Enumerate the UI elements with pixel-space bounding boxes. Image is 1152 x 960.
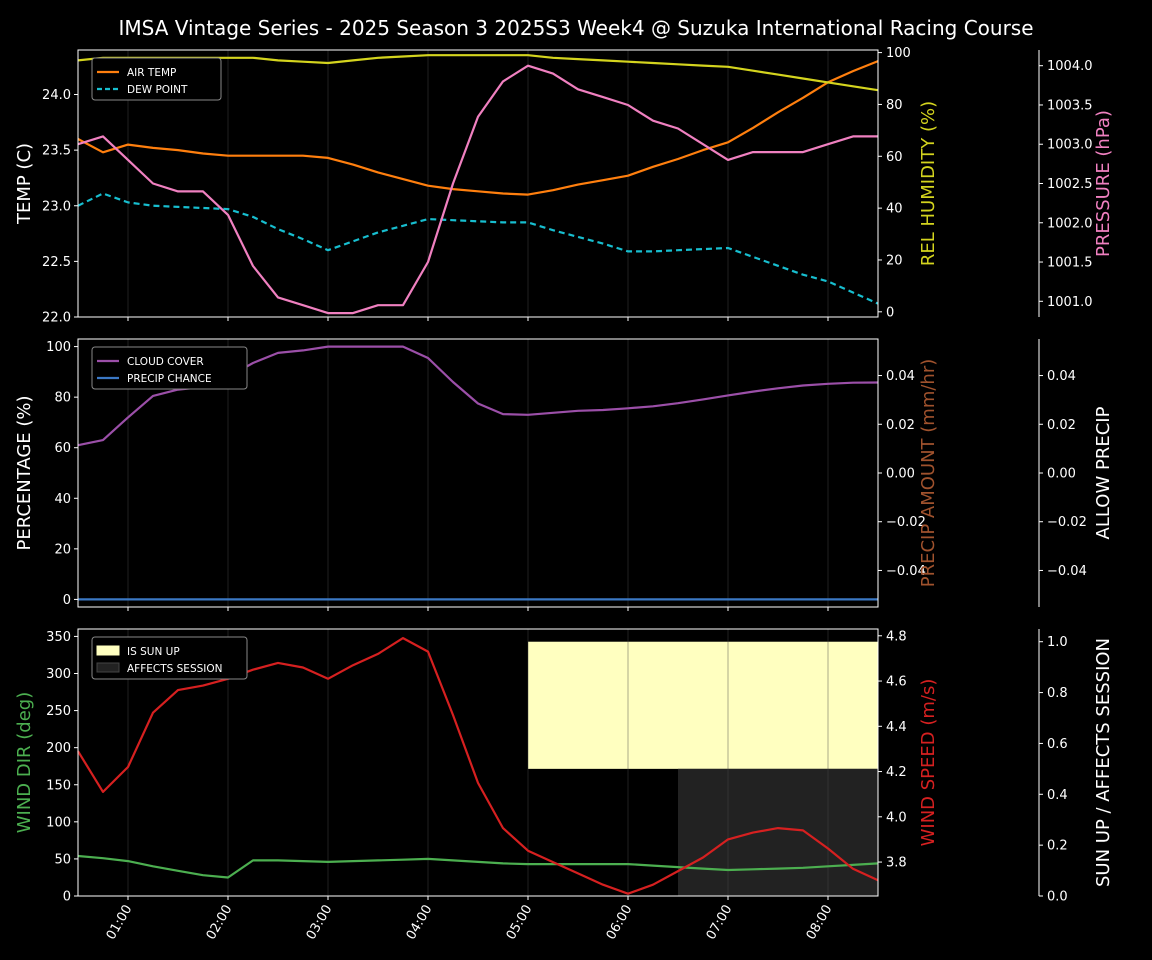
- far-right-tick-label: 0.2: [1047, 839, 1068, 854]
- right-tick-label: 0.04: [886, 369, 915, 384]
- right-axis-label: REL HUMIDITY (%): [918, 101, 939, 266]
- right-tick-label: 100: [886, 46, 911, 61]
- left-tick-label: 23.5: [42, 144, 71, 159]
- left-tick-label: 22.0: [42, 311, 71, 326]
- chart-title: IMSA Vintage Series - 2025 Season 3 2025…: [118, 16, 1033, 40]
- right-tick-label: −0.04: [886, 564, 926, 579]
- legend-entry: DEW POINT: [127, 84, 188, 96]
- right-tick-label: 80: [886, 98, 903, 113]
- far-right-tick-label: 1003.5: [1047, 98, 1093, 113]
- far-right-tick-label: 1001.5: [1047, 256, 1093, 271]
- series-wind-speed: [77, 636, 879, 895]
- left-tick-label: 150: [46, 778, 71, 793]
- left-axis-label: WIND DIR (deg): [14, 692, 35, 834]
- right-tick-label: 0.02: [886, 418, 915, 433]
- far-right-axis-label: PRESSURE (hPa): [1093, 110, 1114, 257]
- legend-swatch: [96, 645, 120, 656]
- far-right-tick-label: −0.04: [1047, 564, 1087, 579]
- legend: CLOUD COVER PRECIP CHANCE: [91, 346, 248, 390]
- far-right-tick-label: −0.02: [1047, 515, 1087, 530]
- legend-frame: [91, 57, 222, 101]
- left-axis-label: PERCENTAGE (%): [14, 395, 35, 550]
- far-right-tick-label: 0.8: [1047, 686, 1068, 701]
- right-tick-label: 4.8: [886, 629, 907, 644]
- right-tick-label: 0: [886, 305, 894, 320]
- legend: AIR TEMP DEW POINT: [91, 57, 222, 101]
- far-right-tick-label: 0.00: [1047, 467, 1076, 482]
- right-axis-label: PRECIP AMOUNT (mm/hr): [918, 359, 939, 588]
- right-tick-label: 4.6: [886, 675, 907, 690]
- legend-entry: AFFECTS SESSION: [127, 663, 223, 675]
- band-affects-session: [678, 768, 878, 896]
- panel-precipitation: 0 20 40 60 80 100 −0.04 −0.02 0.00 0.02 0.04 −0.04 −…: [14, 338, 1114, 611]
- legend-frame: [91, 636, 248, 680]
- left-tick-label: 80: [54, 391, 71, 406]
- left-tick-label: 23.0: [42, 199, 71, 214]
- left-tick-label: 100: [46, 340, 71, 355]
- left-tick-label: 40: [54, 492, 71, 507]
- left-tick-label: 100: [46, 815, 71, 830]
- left-tick-label: 250: [46, 704, 71, 719]
- left-tick-label: 24.0: [42, 88, 71, 103]
- far-right-tick-label: 1003.0: [1047, 138, 1093, 153]
- left-tick-label: 0: [63, 890, 71, 905]
- left-tick-label: 200: [46, 741, 71, 756]
- far-right-tick-label: 1004.0: [1047, 59, 1093, 74]
- left-tick-label: 50: [54, 852, 71, 867]
- series-air-temp: [77, 60, 879, 196]
- left-tick-label: 0: [63, 593, 71, 608]
- series-wind-dir: [77, 854, 879, 879]
- far-right-axis-label: SUN UP / AFFECTS SESSION: [1093, 638, 1114, 887]
- legend-entry: AIR TEMP: [127, 67, 176, 79]
- legend-entry: IS SUN UP: [127, 646, 180, 658]
- right-tick-label: 60: [886, 150, 903, 165]
- right-tick-label: 3.8: [886, 856, 907, 871]
- right-tick-label: 4.2: [886, 765, 907, 780]
- right-tick-label: 20: [886, 253, 903, 268]
- legend-entry: PRECIP CHANCE: [127, 373, 212, 385]
- far-right-tick-label: 1002.5: [1047, 177, 1093, 192]
- left-tick-label: 60: [54, 441, 71, 456]
- far-right-tick-label: 1002.0: [1047, 216, 1093, 231]
- right-tick-label: 4.0: [886, 810, 907, 825]
- left-axis-label: TEMP (C): [14, 143, 35, 225]
- left-tick-label: 22.5: [42, 255, 71, 270]
- left-tick-label: 300: [46, 667, 71, 682]
- left-tick-label: 20: [54, 542, 71, 557]
- right-tick-label: 0.00: [886, 467, 915, 482]
- far-right-tick-label: 1001.0: [1047, 295, 1093, 310]
- far-right-tick-label: 0.4: [1047, 788, 1068, 803]
- right-axis-label: WIND SPEED (m/s): [918, 679, 939, 847]
- far-right-tick-label: 0.6: [1047, 737, 1068, 752]
- right-tick-label: 40: [886, 202, 903, 217]
- legend: IS SUN UP AFFECTS SESSION: [91, 636, 248, 680]
- right-tick-label: −0.02: [886, 515, 926, 530]
- panel-temperature: 22.0 22.5 23.0 23.5 24.0 0 20 40 60 80 100 1001.0 10…: [14, 46, 1114, 325]
- far-right-tick-label: 0.02: [1047, 418, 1076, 433]
- right-tick-label: 4.4: [886, 720, 907, 735]
- far-right-tick-label: 0.04: [1047, 369, 1076, 384]
- left-tick-label: 350: [46, 630, 71, 645]
- far-right-tick-label: 0.0: [1047, 890, 1068, 905]
- series-pressure: [77, 64, 878, 315]
- legend-swatch: [96, 662, 120, 673]
- plot-frame: [77, 628, 879, 897]
- plot-frame: [77, 49, 879, 318]
- band-is-sun-up: [528, 641, 878, 769]
- far-right-axis-label: ALLOW PRECIP: [1093, 406, 1114, 539]
- far-right-tick-label: 1.0: [1047, 635, 1068, 650]
- legend-frame: [91, 346, 248, 390]
- legend-entry: CLOUD COVER: [127, 356, 204, 368]
